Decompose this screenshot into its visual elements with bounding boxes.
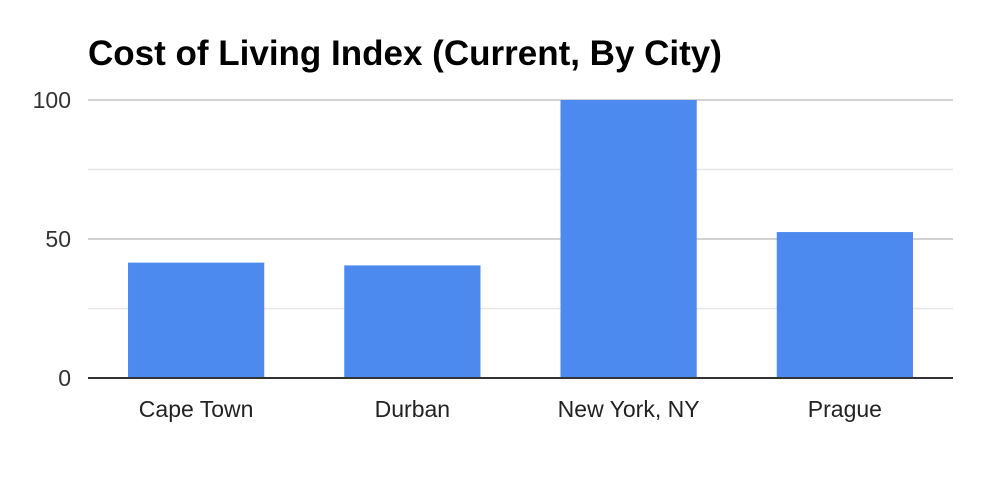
y-tick-label: 100 xyxy=(33,87,71,113)
y-tick-label: 0 xyxy=(58,365,71,391)
x-tick-label: New York, NY xyxy=(558,396,700,422)
bar-cape-town xyxy=(128,262,265,378)
x-tick-label: Durban xyxy=(375,396,450,422)
y-tick-label: 50 xyxy=(45,226,71,252)
bar-durban xyxy=(344,265,481,378)
x-tick-label: Prague xyxy=(808,396,882,422)
x-tick-label: Cape Town xyxy=(139,396,254,422)
chart-title: Cost of Living Index (Current, By City) xyxy=(88,34,722,73)
bar-new-york-ny xyxy=(560,100,697,378)
bar-prague xyxy=(776,232,913,378)
